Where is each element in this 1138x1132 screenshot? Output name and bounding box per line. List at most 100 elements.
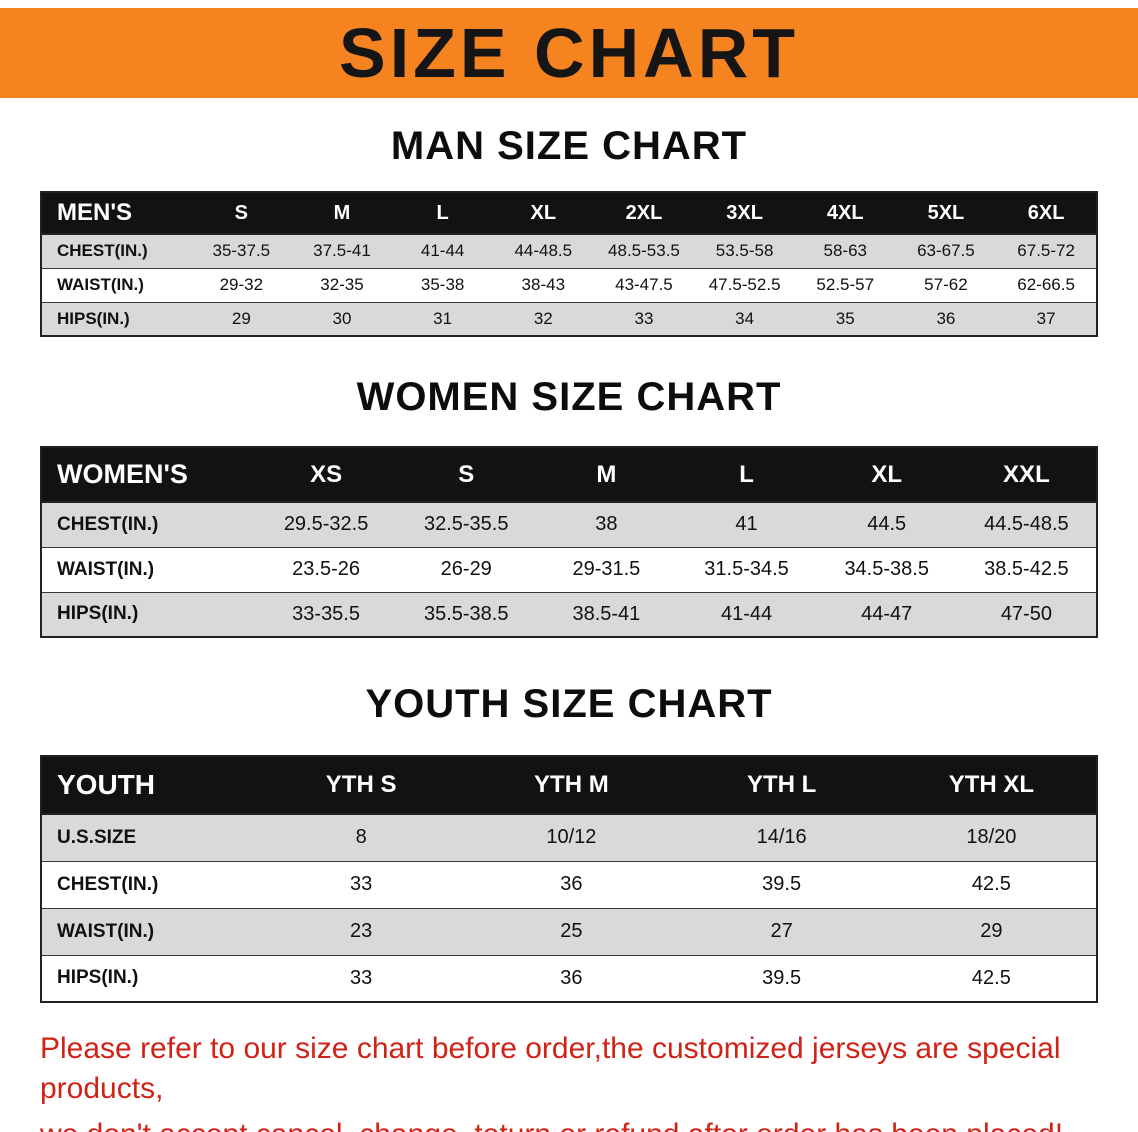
women-table-body: CHEST(IN.) 29.5-32.5 32.5-35.5 38 41 44.5 44.5…	[41, 501, 1097, 638]
men-value-cell: 32-35	[291, 267, 393, 303]
youth-measurement-row: CHEST(IN.) 33 36 39.5 42.5	[41, 860, 1097, 909]
men-value-cell: 43-47.5	[593, 267, 695, 303]
women-measurement-row: HIPS(IN.) 33-35.5 35.5-38.5 38.5-41 41-44 44-…	[41, 591, 1097, 638]
men-value-cell: 38-43	[492, 267, 594, 303]
women-section: WOMEN SIZE CHART WOMEN'S XS S M L XL XXL CHEST…	[0, 375, 1138, 638]
youth-value-cell: 8	[256, 813, 467, 862]
women-section-heading: WOMEN SIZE CHART	[356, 375, 782, 419]
women-row-label-cell: HIPS(IN.)	[41, 591, 256, 638]
men-value-cell: 63-67.5	[895, 233, 997, 269]
men-value-cell: 41-44	[392, 233, 493, 269]
youth-size-header-cell: YTH M	[466, 756, 677, 815]
women-size-header-cell: M	[536, 447, 677, 503]
youth-value-cell: 10/12	[466, 813, 677, 862]
women-value-cell: 38.5-41	[536, 591, 677, 638]
men-measurement-row: CHEST(IN.) 35-37.5 37.5-41 41-44 44-48.5 48.5…	[41, 233, 1097, 269]
women-header-row: WOMEN'S XS S M L XL XXL	[41, 447, 1097, 503]
women-value-cell: 35.5-38.5	[396, 591, 537, 638]
men-value-cell: 67.5-72	[996, 233, 1097, 269]
youth-header-row: YOUTH YTH S YTH M YTH L YTH XL	[41, 756, 1097, 815]
women-value-cell: 26-29	[396, 546, 537, 593]
youth-value-cell: 42.5	[886, 954, 1097, 1003]
women-row-label-cell: CHEST(IN.)	[41, 501, 256, 548]
men-size-header-cell: M	[291, 192, 393, 235]
women-value-cell: 44-47	[816, 591, 957, 638]
page-title: SIZE CHART	[339, 14, 799, 92]
youth-value-cell: 25	[466, 907, 677, 956]
men-value-cell: 35	[794, 301, 896, 337]
footer-note-line-1: Please refer to our size chart before or…	[40, 1032, 1061, 1105]
men-value-cell: 47.5-52.5	[694, 267, 795, 303]
men-value-cell: 35-38	[392, 267, 493, 303]
youth-value-cell: 14/16	[676, 813, 887, 862]
youth-size-header-cell: YTH S	[256, 756, 467, 815]
footer-note: Please refer to our size chart before or…	[40, 1029, 1100, 1132]
women-value-cell: 32.5-35.5	[396, 501, 537, 548]
women-row-label-cell: WAIST(IN.)	[41, 546, 256, 593]
youth-value-cell: 27	[676, 907, 887, 956]
women-value-cell: 44.5-48.5	[956, 501, 1097, 548]
youth-measurement-row: WAIST(IN.) 23 25 27 29	[41, 907, 1097, 956]
women-value-cell: 38.5-42.5	[956, 546, 1097, 593]
women-value-cell: 47-50	[956, 591, 1097, 638]
men-value-cell: 29	[191, 301, 292, 337]
women-value-cell: 31.5-34.5	[676, 546, 817, 593]
women-measurement-row: CHEST(IN.) 29.5-32.5 32.5-35.5 38 41 44.5 44.5…	[41, 501, 1097, 548]
women-table-title-cell: WOMEN'S	[41, 447, 256, 503]
youth-section: YOUTH SIZE CHART YOUTH YTH S YTH M YTH L YTH…	[0, 682, 1138, 1003]
men-row-label-cell: WAIST(IN.)	[41, 267, 191, 303]
men-value-cell: 35-37.5	[191, 233, 292, 269]
women-value-cell: 41	[676, 501, 817, 548]
women-value-cell: 29-31.5	[536, 546, 677, 593]
women-size-table: WOMEN'S XS S M L XL XXL CHEST(IN.) 29.5-32.5 32.…	[40, 446, 1098, 638]
men-size-table: MEN'S S M L XL 2XL 3XL 4XL 5XL 6XL CHEST(IN.) 35-3…	[40, 191, 1098, 337]
youth-value-cell: 39.5	[676, 954, 887, 1003]
men-section: MAN SIZE CHART MEN'S S M L XL 2XL 3XL 4XL 5XL 6XL…	[0, 124, 1138, 337]
youth-table-title-cell: YOUTH	[41, 756, 256, 815]
youth-size-table: YOUTH YTH S YTH M YTH L YTH XL U.S.SIZE 8 10/1…	[40, 755, 1098, 1003]
women-value-cell: 41-44	[676, 591, 817, 638]
men-size-header-cell: L	[392, 192, 493, 235]
youth-value-cell: 33	[256, 860, 467, 909]
women-value-cell: 44.5	[816, 501, 957, 548]
women-measurement-row: WAIST(IN.) 23.5-26 26-29 29-31.5 31.5-34.5 34…	[41, 546, 1097, 593]
women-size-header-cell: S	[396, 447, 537, 503]
men-value-cell: 57-62	[895, 267, 997, 303]
youth-value-cell: 18/20	[886, 813, 1097, 862]
youth-measurement-row: HIPS(IN.) 33 36 39.5 42.5	[41, 954, 1097, 1003]
youth-size-header-cell: YTH XL	[886, 756, 1097, 815]
youth-table-body: U.S.SIZE 8 10/12 14/16 18/20 CHEST(IN.) 33 36 39…	[41, 813, 1097, 1003]
youth-row-label-cell: U.S.SIZE	[41, 813, 256, 862]
men-table-title-cell: MEN'S	[41, 192, 191, 235]
men-value-cell: 32	[492, 301, 594, 337]
men-size-header-cell: 5XL	[895, 192, 997, 235]
youth-section-heading: YOUTH SIZE CHART	[365, 682, 773, 726]
youth-row-label-cell: CHEST(IN.)	[41, 860, 256, 909]
women-size-header-cell: XS	[256, 447, 397, 503]
women-value-cell: 23.5-26	[256, 546, 397, 593]
youth-row-label-cell: HIPS(IN.)	[41, 954, 256, 1003]
men-measurement-row: WAIST(IN.) 29-32 32-35 35-38 38-43 43-47.5 47.…	[41, 267, 1097, 303]
men-size-header-cell: XL	[492, 192, 594, 235]
men-row-label-cell: HIPS(IN.)	[41, 301, 191, 337]
youth-measurement-row: U.S.SIZE 8 10/12 14/16 18/20	[41, 813, 1097, 862]
men-value-cell: 34	[694, 301, 795, 337]
men-size-header-cell: 4XL	[794, 192, 896, 235]
women-value-cell: 29.5-32.5	[256, 501, 397, 548]
men-section-heading: MAN SIZE CHART	[390, 124, 748, 168]
men-value-cell: 53.5-58	[694, 233, 795, 269]
youth-value-cell: 36	[466, 860, 677, 909]
women-value-cell: 38	[536, 501, 677, 548]
women-value-cell: 34.5-38.5	[816, 546, 957, 593]
men-value-cell: 31	[392, 301, 493, 337]
footer-note-line-2: we don't accept cancel, change, teturn o…	[40, 1115, 1100, 1132]
banner: SIZE CHART	[0, 8, 1138, 98]
youth-value-cell: 42.5	[886, 860, 1097, 909]
men-table-body: CHEST(IN.) 35-37.5 37.5-41 41-44 44-48.5 48.5…	[41, 233, 1097, 337]
men-value-cell: 33	[593, 301, 695, 337]
men-header-row: MEN'S S M L XL 2XL 3XL 4XL 5XL 6XL	[41, 192, 1097, 235]
youth-value-cell: 39.5	[676, 860, 887, 909]
men-size-header-cell: 2XL	[593, 192, 695, 235]
men-size-header-cell: S	[191, 192, 292, 235]
